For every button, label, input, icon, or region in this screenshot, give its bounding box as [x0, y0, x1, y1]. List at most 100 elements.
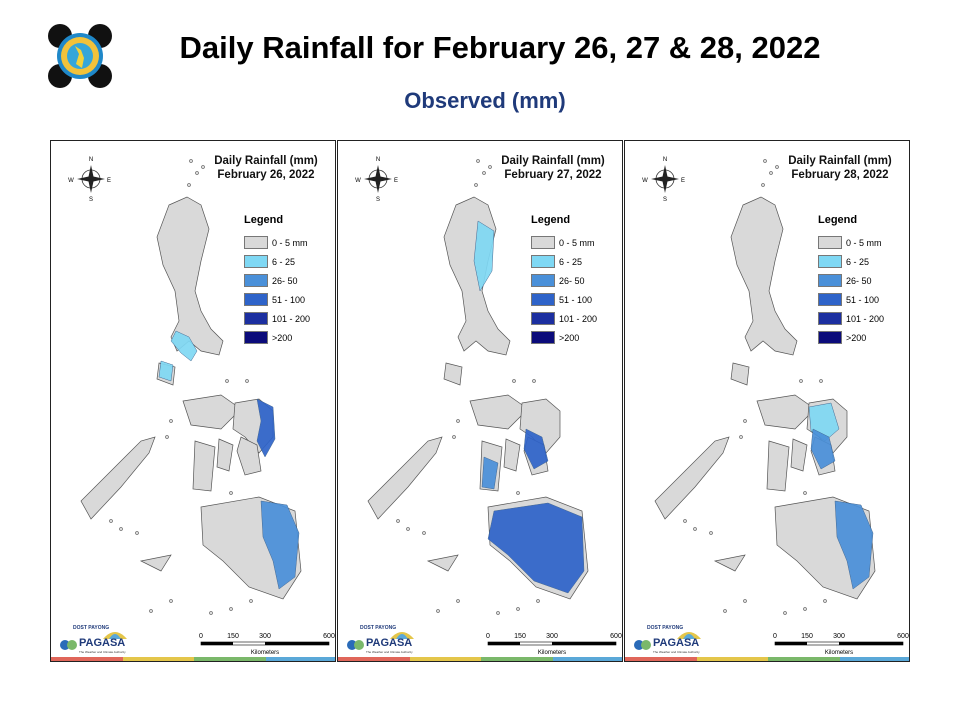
- small-island: [396, 519, 400, 523]
- small-island: [229, 491, 233, 495]
- small-island: [422, 531, 426, 535]
- brand-tagline-text: The Weather and Climate Authority: [366, 650, 413, 654]
- small-island: [189, 159, 193, 163]
- small-island: [819, 379, 823, 383]
- map-panel-title: Daily Rainfall (mm) February 26, 2022: [201, 154, 331, 182]
- legend-item: >200: [531, 328, 597, 347]
- legend-swatch: [531, 331, 555, 344]
- philippines-rainfall-map: N S E W: [355, 157, 617, 646]
- legend-swatch: [244, 236, 268, 249]
- compass-north-label: N: [376, 157, 380, 163]
- small-island: [249, 599, 253, 603]
- rainfall-zone: [170, 330, 198, 362]
- brand-color-strip: [122, 657, 194, 661]
- scale-bar: [200, 641, 330, 646]
- scale-tick-label: 0: [486, 633, 490, 640]
- island-landmass: [519, 398, 561, 454]
- small-island: [761, 183, 765, 187]
- legend-item: 0 - 5 mm: [818, 233, 884, 252]
- island-landmass: [367, 436, 443, 520]
- small-island: [763, 159, 767, 163]
- legend-label: 6 - 25: [846, 256, 870, 267]
- legend-label: 0 - 5 mm: [559, 237, 595, 248]
- rainfall-zone: [523, 428, 549, 470]
- small-island: [803, 491, 807, 495]
- scale-tick-label: 600: [323, 633, 335, 640]
- small-island: [119, 527, 123, 531]
- rainfall-zone: [260, 500, 300, 590]
- island-landmass: [469, 394, 529, 430]
- small-island: [436, 609, 440, 613]
- small-island: [709, 531, 713, 535]
- map-title-line: Daily Rainfall (mm): [214, 155, 318, 167]
- legend-swatch: [244, 274, 268, 287]
- page-subtitle: Observed (mm): [404, 88, 566, 113]
- compass-east-label: E: [394, 178, 398, 184]
- legend: 0 - 5 mm 6 - 25 26- 50 51 - 100 101 - 200 >20…: [818, 233, 884, 347]
- scale-tick-label: 300: [546, 633, 558, 640]
- scale-tick-label: 150: [801, 633, 813, 640]
- scale-unit-label: Kilometers: [824, 650, 854, 656]
- legend-swatch: [531, 293, 555, 306]
- island-landmass: [766, 440, 790, 492]
- brand-name-text: PAGASA: [366, 637, 413, 649]
- compass-south-label: S: [89, 197, 93, 203]
- legend-item: 26- 50: [244, 271, 310, 290]
- legend-swatch: [818, 236, 842, 249]
- small-island: [209, 611, 213, 615]
- brand-color-strip: [625, 657, 697, 661]
- scale-tick-label: 0: [199, 633, 203, 640]
- small-island: [482, 171, 486, 175]
- legend-item: 6 - 25: [531, 252, 597, 271]
- legend-label: >200: [272, 332, 293, 343]
- scale-bar: [487, 641, 617, 646]
- map-title-line: Daily Rainfall (mm): [501, 155, 605, 167]
- compass-rose-icon: [651, 165, 679, 193]
- scale-labels: 0 150 300 600 Kilometers: [773, 633, 909, 657]
- legend-label: 101 - 200: [559, 313, 598, 324]
- small-island: [516, 607, 520, 611]
- legend-label: >200: [846, 332, 867, 343]
- brand-color-strip: [265, 657, 335, 661]
- small-island: [488, 165, 492, 169]
- compass-south-label: S: [376, 197, 380, 203]
- small-island: [229, 607, 233, 611]
- rainfall-map-panel: N S E W Daily Rainfall (mm) February 28, 2022…: [624, 140, 910, 662]
- legend-label: 51 - 100: [559, 294, 593, 305]
- brand-color-strip: [338, 657, 410, 661]
- pagasa-brand-logo: DOST PAYONG PAGASA The Weather and Climate…: [346, 625, 420, 657]
- map-title-line: Daily Rainfall (mm): [788, 155, 892, 167]
- scale-tick-label: 300: [259, 633, 271, 640]
- legend-item: 101 - 200: [531, 309, 597, 328]
- scale-tick-label: 600: [610, 633, 622, 640]
- scale-tick-label: 0: [773, 633, 777, 640]
- legend-swatch: [244, 293, 268, 306]
- legend: 0 - 5 mm 6 - 25 26- 50 51 - 100 101 - 200 >20…: [244, 233, 310, 347]
- scale-bar: [774, 641, 904, 646]
- island-landmass: [216, 438, 234, 472]
- small-island: [775, 165, 779, 169]
- island-landmass: [503, 438, 521, 472]
- legend-title: Legend: [244, 214, 284, 226]
- scale-tick-label: 150: [227, 633, 239, 640]
- small-island: [536, 599, 540, 603]
- island-landmass: [139, 554, 172, 572]
- rainfall-map-panels: N S E W Daily Rainfall (mm) February 26, 2022…: [50, 140, 910, 662]
- compass-west-label: W: [642, 178, 648, 184]
- map-date-line: February 26, 2022: [217, 169, 315, 181]
- legend-item: 0 - 5 mm: [244, 233, 310, 252]
- legend-item: 26- 50: [818, 271, 884, 290]
- legend-label: 101 - 200: [846, 313, 885, 324]
- legend-label: 26- 50: [559, 275, 585, 286]
- brand-name-text: PAGASA: [79, 637, 126, 649]
- compass-west-label: W: [68, 178, 74, 184]
- legend-item: 51 - 100: [531, 290, 597, 309]
- small-island: [799, 379, 803, 383]
- island-landmass: [713, 554, 746, 572]
- compass-north-label: N: [89, 157, 93, 163]
- legend-item: 101 - 200: [244, 309, 310, 328]
- rainfall-zone: [481, 456, 499, 490]
- small-island: [769, 171, 773, 175]
- brand-color-strip: [839, 657, 909, 661]
- luzon-landmass: [730, 196, 798, 356]
